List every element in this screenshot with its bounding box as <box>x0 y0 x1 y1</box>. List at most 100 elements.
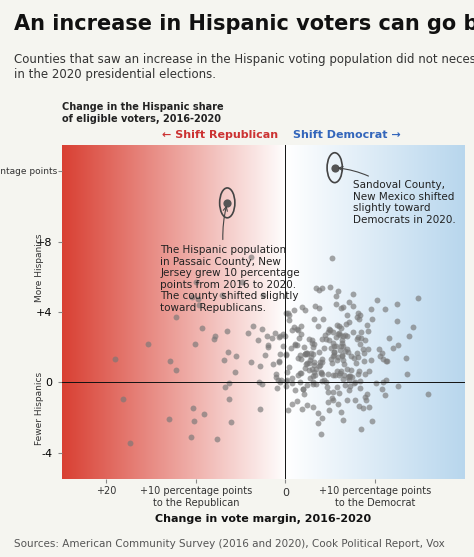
Point <box>315 303 323 312</box>
Point <box>336 389 343 398</box>
Point <box>348 373 356 382</box>
Point <box>318 413 326 422</box>
Point <box>328 359 336 368</box>
Point <box>344 345 351 354</box>
Point <box>294 354 302 363</box>
Point <box>354 333 362 342</box>
Point <box>334 355 341 364</box>
Point <box>281 331 289 340</box>
Point <box>338 351 346 360</box>
Point <box>306 373 314 382</box>
Point <box>301 364 309 373</box>
Point <box>314 409 322 418</box>
Point <box>316 360 323 369</box>
Point <box>293 325 301 334</box>
Point <box>338 338 346 347</box>
Point <box>377 351 384 360</box>
Point <box>341 380 348 389</box>
Point <box>353 312 361 321</box>
Point <box>272 372 280 381</box>
Point <box>335 286 342 295</box>
Point <box>364 390 371 399</box>
Point <box>339 416 346 425</box>
Point <box>367 355 375 364</box>
Point <box>328 254 336 263</box>
Point <box>256 405 264 414</box>
Point <box>297 321 305 330</box>
Point <box>403 370 411 379</box>
Point <box>340 359 348 368</box>
Point <box>221 383 229 392</box>
Point <box>283 368 291 377</box>
Point <box>327 282 334 291</box>
Point <box>354 370 362 379</box>
Point <box>301 349 309 358</box>
Point <box>225 395 233 404</box>
Text: Counties that saw an increase in the Hispanic voting population did not necessar: Counties that saw an increase in the His… <box>14 53 474 81</box>
Point <box>326 336 333 345</box>
Point <box>292 339 299 348</box>
Point <box>337 368 344 377</box>
Point <box>339 341 347 350</box>
Point <box>299 384 306 393</box>
Point <box>312 284 320 292</box>
Point <box>275 356 283 365</box>
Point <box>320 344 328 353</box>
Point <box>356 367 363 375</box>
Text: +10 percentage points
to the Democrat: +10 percentage points to the Democrat <box>319 486 431 507</box>
Point <box>324 370 331 379</box>
Text: More Hispanics: More Hispanics <box>35 234 44 302</box>
Point <box>318 377 326 386</box>
Point <box>368 315 376 324</box>
Point <box>337 324 345 333</box>
Point <box>192 278 200 287</box>
Point <box>394 381 402 390</box>
Point <box>330 341 337 350</box>
Point <box>356 377 364 385</box>
Point <box>393 316 401 325</box>
Point <box>330 351 337 360</box>
Point <box>245 328 252 337</box>
Point <box>290 306 297 315</box>
Point <box>274 376 282 385</box>
Point <box>329 370 337 379</box>
Point <box>211 331 219 340</box>
Point <box>287 344 294 353</box>
Point <box>327 343 334 352</box>
Point <box>310 360 318 369</box>
Point <box>349 289 356 298</box>
Point <box>339 374 347 383</box>
Point <box>218 290 226 299</box>
Point <box>336 346 343 355</box>
Point <box>309 335 316 344</box>
Point <box>195 301 203 310</box>
Point <box>172 312 179 321</box>
Point <box>291 385 299 394</box>
Point <box>337 304 345 313</box>
Point <box>313 365 320 374</box>
Point <box>383 356 391 365</box>
Point <box>339 331 346 340</box>
Point <box>303 348 310 357</box>
Point <box>346 371 354 380</box>
Point <box>294 326 301 335</box>
Point <box>310 372 317 381</box>
Point <box>315 361 323 370</box>
Point <box>316 285 323 294</box>
Point <box>342 320 350 329</box>
Point <box>255 378 263 387</box>
Point <box>318 284 326 293</box>
Point <box>165 415 173 424</box>
Text: Change in vote margin, 2016-2020: Change in vote margin, 2016-2020 <box>155 514 371 524</box>
Point <box>247 358 255 367</box>
Point <box>269 334 276 343</box>
Point <box>341 346 348 355</box>
Point <box>355 353 362 361</box>
Point <box>359 344 367 353</box>
Point <box>352 359 360 368</box>
Point <box>364 345 372 354</box>
Point <box>279 330 287 339</box>
Point <box>357 328 365 336</box>
Point <box>233 352 240 361</box>
Point <box>330 348 337 356</box>
